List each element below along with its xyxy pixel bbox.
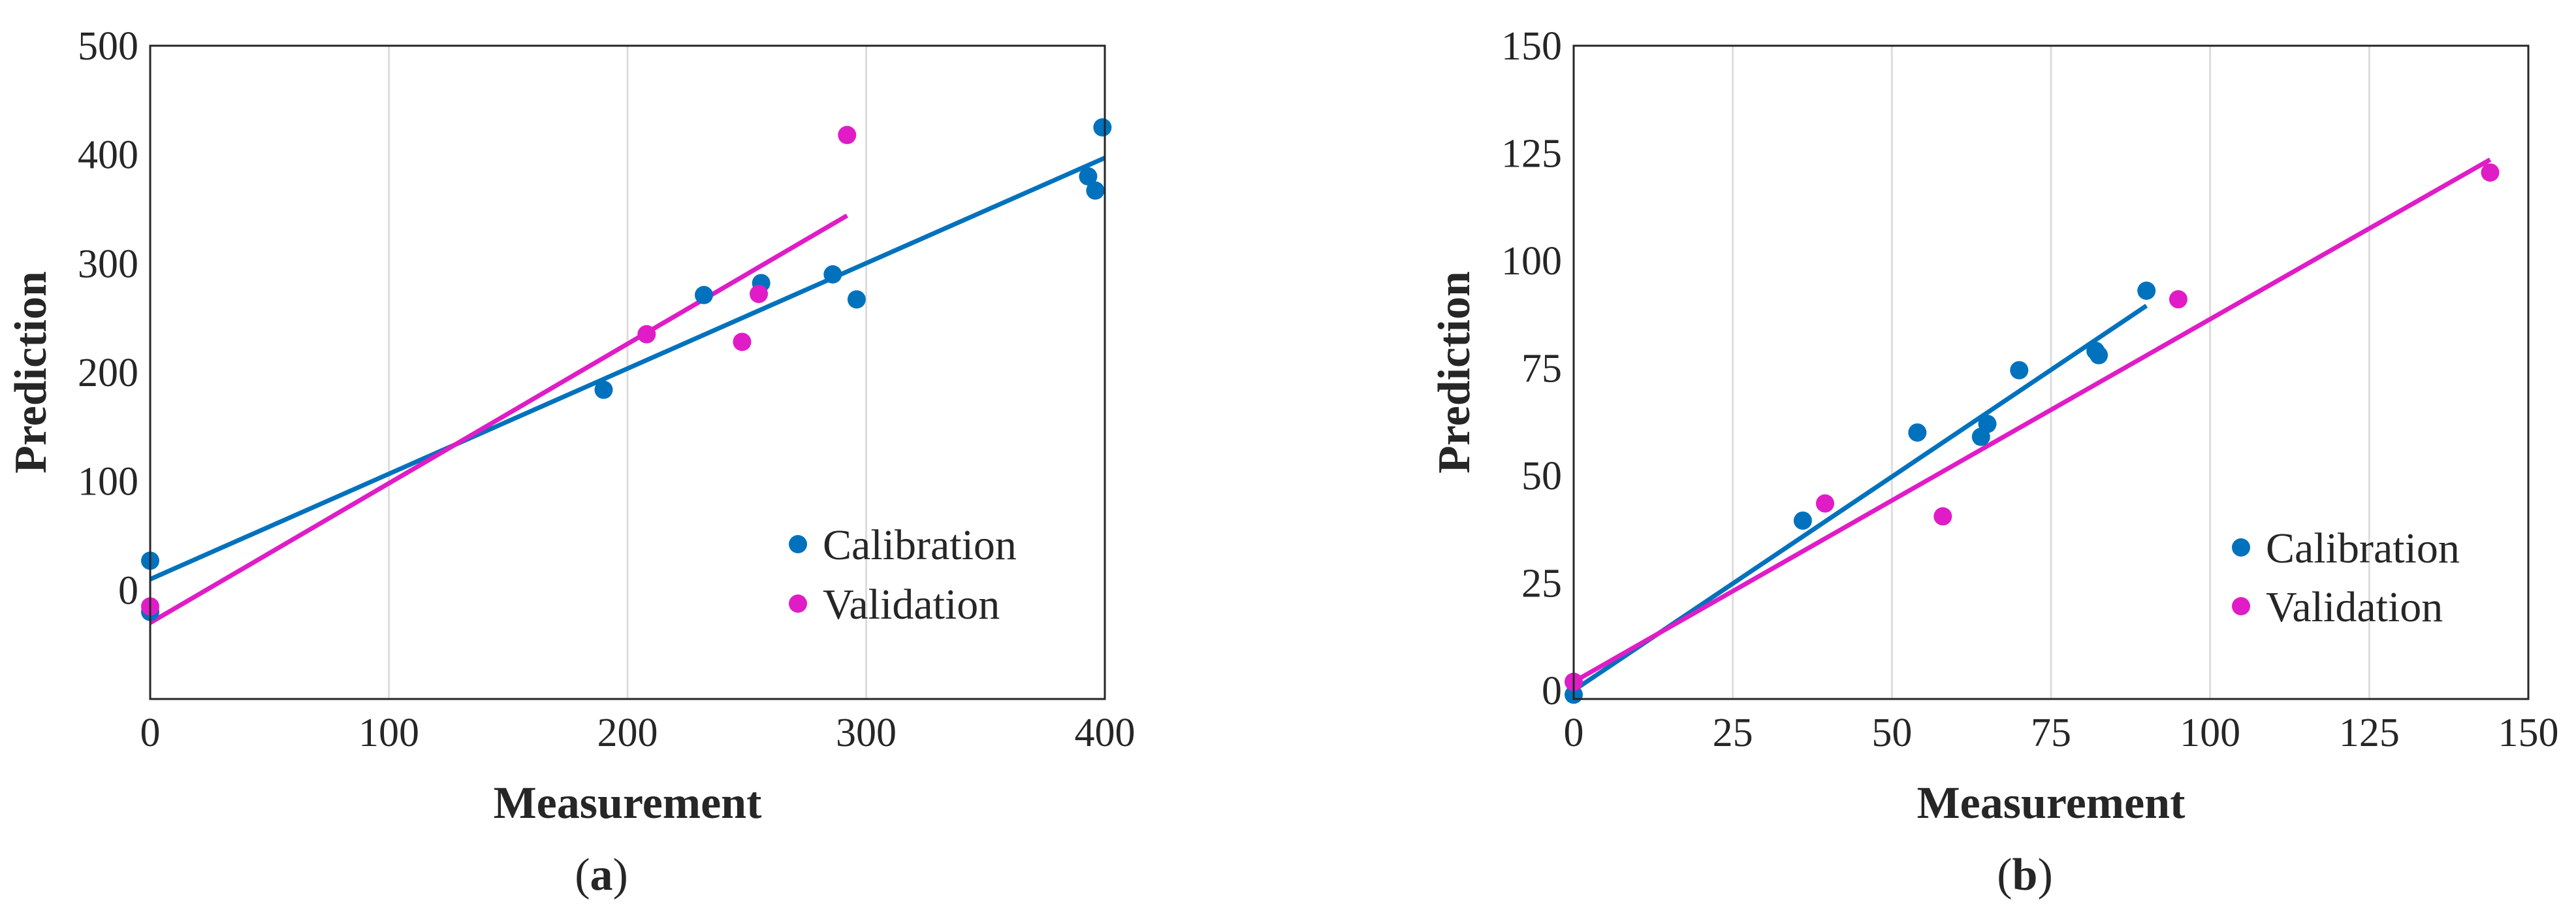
y-tick-label: 0 (1542, 669, 1562, 713)
y-tick-label: 25 (1521, 561, 1562, 606)
fit-line-validation (1572, 157, 2492, 684)
x-axis-title-b: Measurement (1917, 778, 2186, 828)
panel-a: 0 100 200 300 400 0 100 200 300 400 500 Measureme… (6, 24, 1136, 900)
data-point-calibration (2010, 361, 2029, 380)
panel-b: 0 25 50 75 100 125 150 0 25 50 75 100 125 150 Measur… (1429, 24, 2559, 900)
data-points-b (1565, 163, 2500, 704)
data-point-calibration (1978, 414, 1997, 433)
legend-label-calibration-b: Calibration (2266, 525, 2460, 572)
data-points-a (141, 118, 1112, 621)
data-point-calibration (1079, 167, 1098, 186)
data-point-calibration (823, 265, 842, 284)
data-point-calibration (847, 290, 866, 309)
data-point-calibration (2137, 282, 2156, 300)
x-axis-title-a: Measurement (494, 778, 762, 828)
data-point-calibration (2090, 346, 2108, 365)
legend-label-validation-b: Validation (2266, 583, 2443, 631)
x-tick-label: 75 (2031, 711, 2071, 755)
legend-marker-validation-b (2232, 597, 2250, 615)
y-tick-label: 125 (1501, 131, 1562, 176)
legend-b: Calibration Validation (2232, 525, 2460, 631)
data-point-validation (637, 325, 656, 344)
axes-box-b (1572, 44, 2530, 700)
fit-lines-b (1572, 157, 2492, 692)
legend-marker-calibration-a (789, 535, 807, 553)
x-tick-label: 125 (2339, 711, 2400, 755)
y-axis-title-b: Prediction (1429, 271, 1480, 474)
data-point-calibration (594, 380, 613, 399)
y-tick-label: 300 (78, 242, 138, 286)
data-point-validation (2169, 290, 2187, 309)
data-point-calibration (694, 285, 713, 304)
y-tick-label: 0 (118, 568, 138, 613)
data-point-validation (838, 125, 857, 144)
legend-label-validation-a: Validation (823, 581, 1000, 628)
legend-label-calibration-a: Calibration (823, 521, 1017, 569)
y-tick-label: 100 (78, 460, 138, 504)
data-point-validation (733, 333, 752, 351)
x-tick-label: 150 (2498, 711, 2559, 755)
y-tick-label: 75 (1521, 346, 1562, 391)
x-tick-labels-b: 0 25 50 75 100 125 150 (1564, 711, 2559, 755)
y-tick-labels-b: 0 25 50 75 100 125 150 (1501, 24, 1562, 713)
y-tick-label: 100 (1501, 239, 1562, 284)
data-point-validation (750, 285, 769, 303)
panel-label-b: (b) (1997, 850, 2053, 900)
data-point-validation (2481, 163, 2500, 182)
x-tick-label: 0 (140, 711, 161, 755)
grid-a (388, 46, 867, 699)
x-tick-label: 100 (358, 711, 419, 755)
legend-marker-calibration-b (2232, 538, 2250, 557)
y-tick-label: 200 (78, 351, 138, 395)
data-point-calibration (1908, 423, 1927, 442)
axes-box-a (149, 44, 1106, 700)
x-tick-label: 400 (1075, 711, 1136, 755)
fit-lines-a (149, 155, 1106, 625)
y-tick-label: 50 (1521, 454, 1562, 498)
x-tick-label: 300 (836, 711, 897, 755)
y-tick-labels-a: 0 100 200 300 400 500 (78, 24, 138, 613)
data-point-validation (1933, 507, 1952, 526)
x-tick-label: 25 (1713, 711, 1753, 755)
y-axis-title-a: Prediction (6, 271, 56, 474)
fit-line-validation (149, 213, 849, 625)
x-tick-label: 200 (597, 711, 658, 755)
x-tick-label: 0 (1564, 711, 1584, 755)
x-tick-label: 50 (1871, 711, 1912, 755)
data-point-validation (1815, 494, 1834, 513)
y-tick-label: 150 (1501, 24, 1562, 69)
data-point-calibration (1093, 118, 1112, 137)
data-point-calibration (1793, 511, 1812, 530)
fit-line-calibration (149, 155, 1106, 581)
legend-marker-validation-a (789, 594, 807, 613)
x-tick-labels-a: 0 100 200 300 400 (140, 711, 1136, 755)
y-tick-label: 500 (78, 24, 138, 69)
x-tick-label: 100 (2180, 711, 2240, 755)
data-point-calibration (1086, 181, 1105, 200)
panel-label-a: (a) (575, 850, 628, 900)
legend-a: Calibration Validation (789, 521, 1017, 628)
y-tick-label: 400 (78, 133, 138, 178)
